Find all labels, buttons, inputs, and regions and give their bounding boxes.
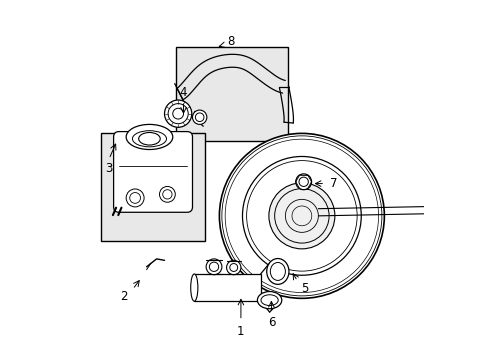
Text: 4: 4 — [180, 86, 187, 99]
Circle shape — [206, 259, 222, 275]
FancyBboxPatch shape — [113, 132, 192, 212]
Ellipse shape — [261, 295, 278, 306]
Circle shape — [126, 189, 144, 207]
Text: 7: 7 — [330, 177, 337, 190]
Bar — [101, 134, 204, 241]
Circle shape — [159, 186, 175, 202]
Ellipse shape — [257, 292, 281, 309]
Ellipse shape — [132, 131, 166, 147]
Circle shape — [268, 183, 334, 249]
Text: 1: 1 — [237, 325, 244, 338]
Bar — [194, 274, 260, 301]
Circle shape — [164, 100, 191, 127]
Text: 6: 6 — [267, 316, 275, 329]
Text: 5: 5 — [301, 282, 308, 295]
Circle shape — [192, 110, 206, 125]
Text: 3: 3 — [105, 162, 112, 175]
Text: 8: 8 — [227, 35, 234, 49]
Text: 2: 2 — [120, 290, 127, 303]
Ellipse shape — [190, 274, 198, 301]
Ellipse shape — [139, 132, 160, 145]
FancyArrowPatch shape — [118, 208, 121, 215]
Circle shape — [226, 260, 241, 275]
Ellipse shape — [266, 258, 288, 284]
Ellipse shape — [270, 262, 285, 280]
Circle shape — [195, 113, 203, 122]
Circle shape — [219, 134, 384, 298]
Bar — [176, 47, 287, 140]
Ellipse shape — [126, 125, 172, 149]
FancyArrowPatch shape — [113, 208, 116, 215]
Circle shape — [295, 174, 311, 190]
